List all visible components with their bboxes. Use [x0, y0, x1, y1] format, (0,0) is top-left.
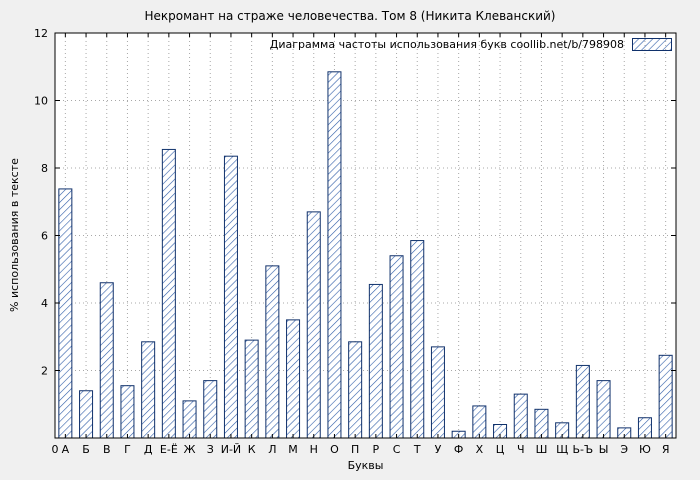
y-tick-label: 6 [41, 230, 48, 243]
x-tick-label: Р [373, 443, 380, 456]
bar-Ш [534, 408, 549, 439]
x-tick-label: Ю [639, 443, 651, 456]
bar-Е-Ё [161, 148, 176, 439]
x-tick-label: В [103, 443, 111, 456]
x-tick-label: И-Й [221, 443, 241, 456]
x-tick-label: Д [144, 443, 153, 456]
bar-В [99, 282, 114, 439]
bar-Ж [182, 400, 197, 439]
x-tick-label: Щ [556, 443, 568, 456]
y-tick-label: 12 [34, 27, 48, 40]
bar-М [286, 319, 301, 439]
legend: Диаграмма частоты использования букв coo… [270, 38, 672, 51]
bar-Н [306, 211, 321, 439]
bar-Ы [596, 380, 611, 439]
bar-Л [265, 265, 280, 439]
x-tick-label: Ч [517, 443, 525, 456]
bar-Б [79, 390, 94, 439]
bar-Х [472, 405, 487, 439]
x-tick-label: Ц [496, 443, 505, 456]
x-tick-label: П [351, 443, 359, 456]
x-tick-label: З [207, 443, 214, 456]
bar-И-Й [223, 155, 238, 439]
bar-У [430, 346, 445, 439]
bar-О [327, 71, 342, 439]
bar-Г [120, 385, 135, 439]
x-tick-label: Ж [184, 443, 196, 456]
bar-С [389, 255, 404, 439]
bar-Ь-Ъ [575, 364, 590, 439]
x-tick-label: Я [662, 443, 670, 456]
y-tick-label: 4 [41, 297, 48, 310]
x-tick-label: Л [268, 443, 276, 456]
bar-Т [410, 240, 425, 439]
x-axis-label: Буквы [347, 459, 384, 472]
bar-К [244, 339, 259, 439]
y-tick-label: 8 [41, 162, 48, 175]
x-tick-label: Б [82, 443, 90, 456]
x-tick-label: М [288, 443, 298, 456]
x-tick-label: Ы [599, 443, 609, 456]
bar-П [348, 341, 363, 439]
x-tick-label: Х [476, 443, 484, 456]
bar-Ч [513, 393, 528, 439]
x-tick-label: А [62, 443, 70, 456]
y-tick-label: 2 [41, 365, 48, 378]
x-tick-label: У [435, 443, 442, 456]
x-tick-label: Ь-Ъ [573, 443, 594, 456]
legend-label: Диаграмма частоты использования букв coo… [269, 38, 624, 51]
origin-tick-label: 0 [52, 443, 59, 456]
x-tick-label: С [393, 443, 401, 456]
x-tick-label: Э [620, 443, 628, 456]
bar-Р [368, 283, 383, 439]
legend-swatch-icon [632, 38, 672, 51]
x-tick-label: Е-Ё [160, 443, 178, 456]
x-tick-label: Ш [536, 443, 548, 456]
bar-А [58, 188, 73, 439]
x-tick-label: О [330, 443, 339, 456]
bar-З [203, 380, 218, 439]
x-tick-label: Т [413, 443, 421, 456]
plot-area [55, 33, 676, 438]
bar-Д [141, 341, 156, 439]
x-tick-label: Г [124, 443, 131, 456]
legend-swatch-rect [632, 38, 672, 51]
x-tick-label: Ф [454, 443, 463, 456]
chart-title: Некромант на страже человечества. Том 8 … [144, 9, 556, 23]
x-tick-label: Н [310, 443, 318, 456]
y-tick-label: 10 [34, 95, 48, 108]
x-tick-label: К [248, 443, 256, 456]
bar-Я [658, 354, 673, 439]
